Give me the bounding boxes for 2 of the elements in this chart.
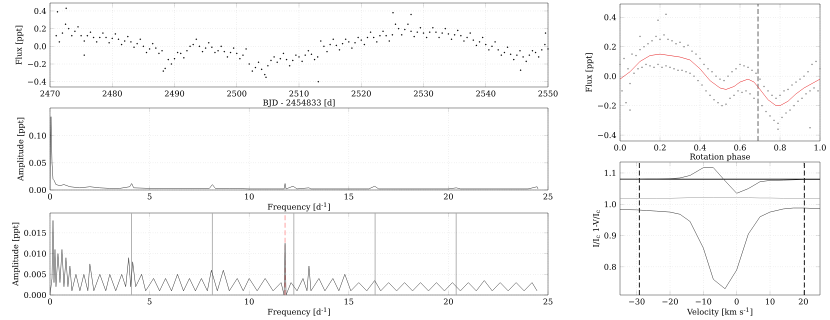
line-series	[620, 208, 820, 289]
line-series	[50, 220, 538, 295]
